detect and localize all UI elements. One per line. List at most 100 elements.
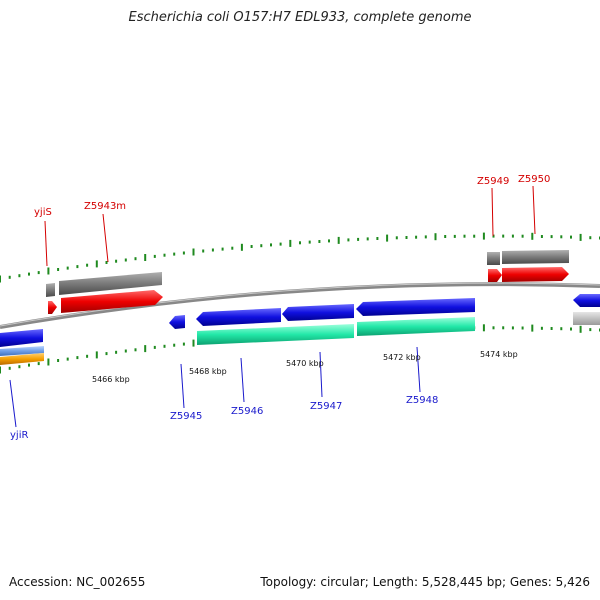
inner-major-tick: [47, 358, 50, 366]
outer-minor-tick: [521, 234, 524, 238]
outer-minor-tick: [231, 246, 234, 250]
outer-major-tick: [531, 232, 534, 240]
outer-minor-tick: [57, 268, 60, 271]
scale-label-5472: 5472 kbp: [383, 353, 421, 362]
cds-z5949[interactable]: [488, 269, 502, 282]
outer-minor-tick: [115, 259, 118, 263]
outer-major-tick: [386, 234, 389, 242]
inner-minor-tick: [163, 344, 166, 348]
outer-major-tick: [337, 236, 340, 244]
outer-minor-tick: [28, 272, 30, 276]
outer-minor-tick: [76, 265, 79, 269]
outer-minor-tick: [376, 237, 379, 240]
outer-major-tick: [289, 239, 292, 247]
inner-major-tick: [579, 325, 582, 333]
inner-minor-tick: [589, 328, 592, 332]
inner-minor-tick: [540, 326, 543, 330]
outer-major-tick: [482, 232, 485, 240]
outer-minor-tick: [511, 234, 514, 238]
gene-bar-z5948: [357, 317, 475, 336]
cds-right-edge[interactable]: [573, 294, 600, 307]
gene-bar-z5943m: [59, 272, 162, 295]
outer-minor-tick: [37, 271, 40, 275]
inner-minor-tick: [511, 326, 514, 330]
outer-minor-tick: [221, 247, 224, 251]
outer-minor-tick: [328, 239, 330, 243]
outer-minor-tick: [492, 234, 495, 238]
gene-bar-yjir-orange: [0, 353, 44, 365]
outer-minor-tick: [347, 238, 350, 242]
outer-minor-tick: [463, 234, 466, 238]
inner-minor-tick: [124, 349, 127, 353]
cds-yjis[interactable]: [48, 301, 57, 314]
outer-minor-tick: [395, 236, 398, 240]
cds-z5945[interactable]: [169, 315, 185, 329]
cds-yjir-blue[interactable]: [0, 329, 43, 347]
outer-major-tick: [240, 243, 243, 251]
inner-minor-tick: [105, 352, 108, 356]
scale-label-5470: 5470 kbp: [286, 359, 324, 368]
cds-z5947[interactable]: [282, 304, 354, 321]
inner-major-tick: [144, 345, 147, 353]
inner-minor-tick: [66, 357, 69, 361]
gene-label-yjis: yjiS: [34, 207, 52, 218]
cds-z5950[interactable]: [502, 267, 569, 282]
inner-minor-tick: [502, 326, 505, 330]
outer-major-tick: [47, 267, 50, 275]
outer-major-tick: [95, 260, 98, 268]
outer-minor-tick: [299, 241, 301, 245]
inner-major-tick: [531, 324, 534, 332]
outer-minor-tick: [250, 245, 253, 248]
outer-minor-tick: [540, 235, 543, 238]
outer-minor-tick: [105, 261, 108, 264]
inner-minor-tick: [521, 326, 524, 330]
cds-z5948[interactable]: [356, 298, 475, 316]
gene-label-z5943m: Z5943m: [84, 201, 126, 212]
outer-major-tick: [434, 233, 437, 241]
outer-minor-tick: [560, 235, 563, 239]
cds-z5943m[interactable]: [61, 290, 163, 313]
inner-minor-tick: [560, 327, 563, 331]
cds-z5946[interactable]: [196, 308, 281, 326]
outer-minor-tick: [66, 266, 69, 270]
inner-major-tick: [482, 324, 485, 332]
outer-minor-tick: [260, 244, 263, 248]
outer-minor-tick: [405, 236, 408, 239]
outer-minor-tick: [124, 258, 127, 262]
inner-major-tick: [0, 366, 1, 374]
outer-minor-tick: [357, 237, 360, 241]
gene-label-yjir: yjiR: [10, 430, 28, 441]
inner-minor-tick: [570, 327, 572, 331]
outer-minor-tick: [279, 242, 282, 246]
gene-label-z5947: Z5947: [310, 401, 342, 412]
outer-minor-tick: [473, 234, 476, 238]
inner-major-tick: [192, 339, 195, 347]
genome-summary-label: Topology: circular; Length: 5,528,445 bp…: [260, 575, 590, 589]
scale-label-5474: 5474 kbp: [480, 350, 518, 359]
scale-label-5468: 5468 kbp: [189, 367, 227, 376]
outer-minor-tick: [308, 240, 311, 244]
inner-minor-tick: [57, 359, 60, 362]
inner-minor-tick: [86, 354, 89, 358]
outer-minor-tick: [502, 234, 505, 238]
outer-minor-tick: [163, 253, 166, 257]
inner-minor-tick: [8, 366, 11, 370]
outer-minor-tick: [18, 274, 21, 278]
gene-label-z5949: Z5949: [477, 176, 509, 187]
inner-minor-tick: [173, 343, 176, 347]
inner-minor-tick: [134, 348, 137, 352]
leader-lines: [9, 185, 536, 428]
outer-major-tick: [192, 248, 195, 256]
outer-minor-tick: [589, 236, 592, 240]
outer-minor-tick: [270, 243, 272, 247]
outer-minor-tick: [173, 252, 176, 256]
outer-minor-tick: [86, 263, 89, 267]
outer-minor-tick: [550, 235, 553, 239]
inner-minor-tick: [182, 342, 185, 346]
outer-major-tick: [0, 275, 1, 283]
gene-bar-z5946-z5947: [197, 324, 354, 345]
gene-bar-z5949: [487, 252, 500, 265]
genome-backbone: [0, 282, 600, 329]
outer-major-tick: [144, 254, 147, 261]
